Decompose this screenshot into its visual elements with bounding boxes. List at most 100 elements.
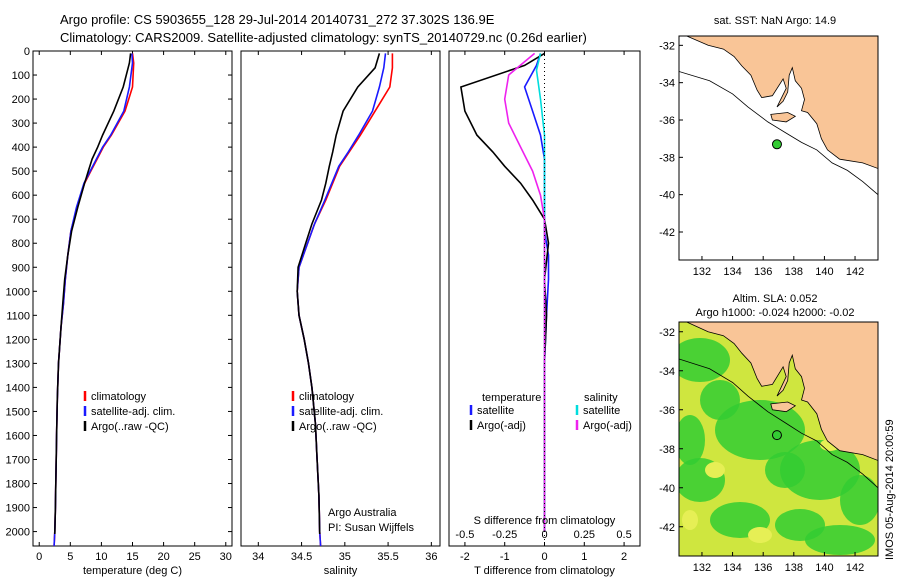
y-tick-label: 1100 [6,310,30,322]
difference-panel: -2 -1 0 1 2 T difference from climatology S di… [448,50,641,577]
legend-entry: climatology [91,391,147,403]
y-tick-label: 200 [12,94,30,106]
series-line-argo-raw-qc- [296,53,381,535]
argo-position-marker [771,430,782,441]
x-tick-label: 15 [126,551,138,563]
map-x-tick-label: 136 [754,266,772,278]
map-y-tick-label: -40 [659,190,675,202]
y-tick-label: 1300 [6,358,30,370]
map-y-tick-label: -32 [659,40,675,52]
map-x-tick-label: 132 [693,266,711,278]
map-top-title: sat. SST: NaN Argo: 14.9 [714,15,836,27]
x-tick-top-label: -0.5 [455,529,474,541]
x-tick-label: 5 [67,551,73,563]
map-frame [678,321,879,557]
x-tick-top-label: 0.5 [616,529,631,541]
map-y-tick-label: -32 [659,327,675,339]
map-y-tick-label: -34 [659,366,675,378]
y-tick-label: 2000 [6,527,30,539]
x-tick-label: 36 [425,551,437,563]
y-tick-label: 400 [12,142,30,154]
kangaroo-island [770,112,797,123]
map-x-tick-label: 142 [846,562,864,574]
y-tick-label: 600 [12,190,30,202]
y-tick-label: 1900 [6,503,30,515]
x-tick-label: 20 [157,551,169,563]
y-tick-label: 500 [12,166,30,178]
salinity-xlabel: salinity [324,565,358,577]
map-x-tick-label: 132 [693,562,711,574]
y-tick-label: 1700 [6,454,30,466]
legend-header-temperature: temperature [482,392,541,404]
y-tick-label: 0 [24,46,30,58]
x-tick-label: -2 [460,551,470,563]
salinity-panel: 34 34.5 35 35.5 36 salinity climatology satelli… [240,50,441,577]
legend-entry: satellite [477,405,514,417]
sla-anomaly [805,525,875,555]
x-tick-label: -1 [500,551,510,563]
y-tick-label: 1400 [6,382,30,394]
difference-xlabel: T difference from climatology [474,565,615,577]
map-x-tick-label: 136 [754,562,772,574]
map-y-tick-label: -38 [659,444,675,456]
legend-entry: satellite [583,405,620,417]
legend-entry: satellite-adj. clim. [91,406,175,418]
x-tick-label: 10 [95,551,107,563]
map-bottom-title-1: Altim. SLA: 0.052 [733,293,818,305]
x-tick-label: 25 [189,551,201,563]
shelf-contour [679,71,878,196]
x-tick-label: 35.5 [377,551,398,563]
legend-entry: satellite-adj. clim. [299,406,383,418]
y-tick-label: 1000 [6,286,30,298]
difference-xlabel-top: S difference from climatology [474,515,616,527]
salinity-plot-frame [240,50,441,547]
argo-position-marker [771,139,782,150]
legend-entry: Argo(-adj) [477,420,526,432]
sla-anomaly [700,380,740,420]
map-x-tick-label: 140 [815,266,833,278]
sst-map: -32 -34 -36 -38 -40 -42 132 134 136 138 140 142 [659,35,879,278]
y-tick-label: 800 [12,238,30,250]
y-tick-label: 300 [12,118,30,130]
legend-header-salinity: salinity [584,392,618,404]
map-content [679,322,878,556]
x-tick-top-label: -0.25 [492,529,517,541]
kangaroo-island [770,401,797,413]
map-y-tick-label: -42 [659,227,675,239]
sla-anomaly [765,452,805,488]
x-tick-label: 34 [252,551,264,563]
map-frame [678,35,879,261]
y-tick-label: 1600 [6,430,30,442]
y-tick-label: 900 [12,262,30,274]
legend-entry: Argo(..raw -QC) [299,421,377,433]
title-line-2: Climatology: CARS2009. Satellite-adjuste… [60,30,587,45]
sla-anomaly [682,510,698,530]
temperature-xlabel: temperature (deg C) [83,565,182,577]
map-y-tick-label: -36 [659,115,675,127]
sla-anomaly [679,415,705,465]
sla-anomaly [715,400,805,460]
x-tick-label: 35 [339,551,351,563]
map-x-tick-label: 140 [815,562,833,574]
annotation-line: Argo Australia [328,507,397,519]
x-tick-label: 34.5 [291,551,312,563]
map-x-tick-label: 138 [785,266,803,278]
y-tick-label: 100 [12,70,30,82]
sla-anomaly [705,462,725,478]
temperature-plot-frame [32,50,233,547]
land [686,36,878,169]
x-tick-label: 0 [36,551,42,563]
title-line-1: Argo profile: CS 5903655_128 29-Jul-2014… [60,12,495,27]
map-y-tick-label: -34 [659,78,675,90]
y-tick-label: 1200 [6,334,30,346]
y-tick-label: 700 [12,214,30,226]
sla-anomaly [840,475,878,525]
temperature-panel: 0100200300400500600700800900100011001200… [6,46,233,577]
sla-anomaly [679,338,730,382]
y-tick-label: 1800 [6,479,30,491]
series-line-argo-raw-qc- [54,53,132,535]
y-tick-label: 1500 [6,406,30,418]
legend-entry: climatology [299,391,355,403]
x-tick-label: 0 [541,551,547,563]
